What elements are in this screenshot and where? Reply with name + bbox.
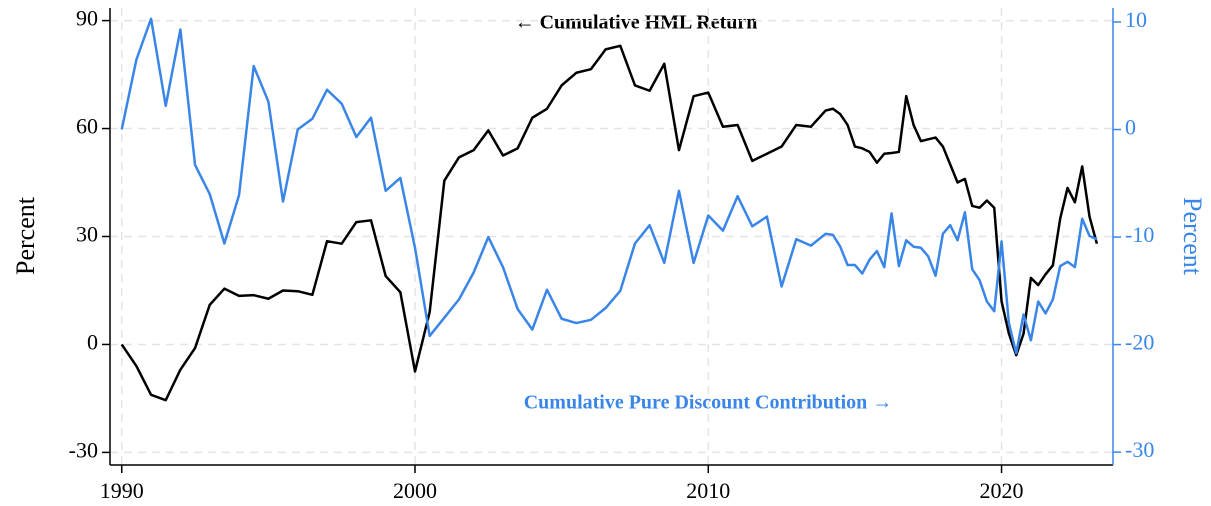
x-tick-label: 2000	[393, 478, 437, 503]
annotation: ← Cumulative HML Return	[515, 12, 758, 34]
y-tick-label: 0	[87, 329, 98, 354]
y-tick-label: 30	[76, 222, 98, 247]
y-axis-label: Percent	[11, 196, 40, 275]
y-tick-label: 60	[76, 114, 98, 139]
y2-tick-label: -30	[1125, 437, 1154, 462]
y2-tick-label: -20	[1125, 330, 1154, 355]
y2-tick-label: 0	[1125, 115, 1136, 140]
y2-tick-label: 10	[1125, 7, 1147, 32]
x-tick-label: 2020	[980, 478, 1024, 503]
x-tick-label: 2010	[686, 478, 730, 503]
y2-axis-label: Percent	[1178, 197, 1207, 276]
x-tick-label: 1990	[100, 478, 144, 503]
y-tick-label: -30	[69, 437, 98, 462]
y2-tick-label: -10	[1125, 222, 1154, 247]
y-tick-label: 90	[76, 6, 98, 31]
series-line	[120, 44, 1099, 402]
series-line	[120, 17, 1098, 355]
